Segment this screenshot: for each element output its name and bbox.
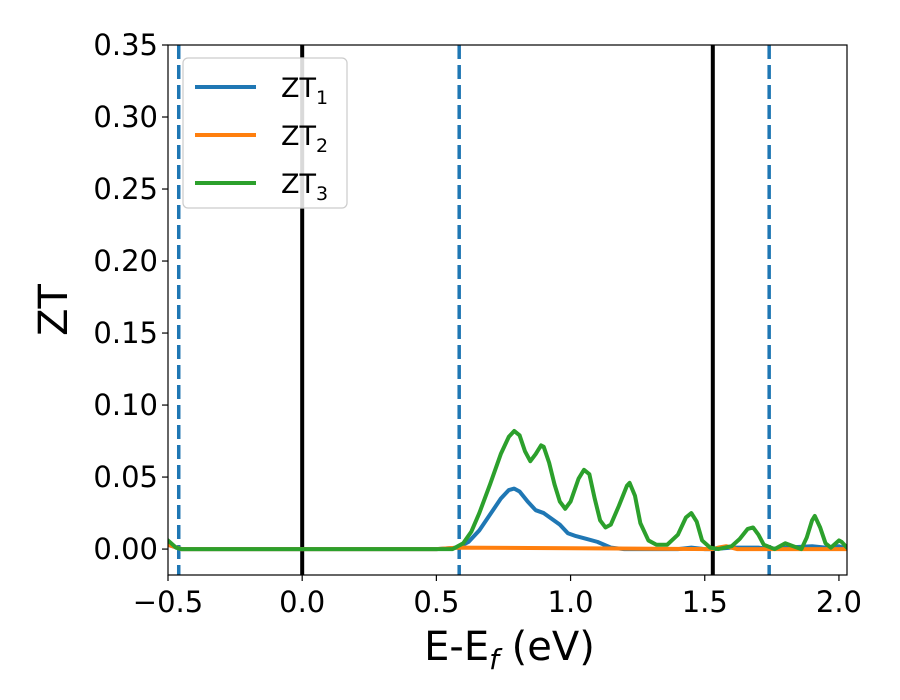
legend-entry-3: ZT3 [281, 169, 328, 205]
x-tick-label: 0.5 [413, 585, 459, 619]
plot-frame [167, 44, 848, 576]
x-tick-label: −0.5 [133, 585, 203, 619]
x-tick-label: 1.5 [682, 585, 728, 619]
y-axis-title: ZT [31, 284, 77, 336]
x-tick-label: 1.0 [548, 585, 594, 619]
legend-entry-1: ZT1 [281, 73, 328, 109]
legend: ZT1 ZT2 ZT3 [182, 57, 348, 209]
series-line-1 [168, 486, 847, 552]
x-tick-label: 2.0 [816, 585, 862, 619]
y-tick-label: 0.15 [93, 316, 158, 350]
x-axis-title: E-Ef (eV) [424, 624, 595, 676]
series-line-3 [168, 428, 847, 552]
y-tick-label: 0.00 [93, 532, 158, 566]
axes: −0.5 0.0 0.5 1.0 1.5 2.0 0.00 0.05 0.10 0.15 0.20 0… [93, 28, 862, 619]
legend-box [182, 57, 348, 209]
y-tick-label: 0.30 [93, 100, 158, 134]
y-tick-label: 0.35 [93, 28, 158, 62]
y-tick-label: 0.10 [93, 388, 158, 422]
y-tick-label: 0.05 [93, 460, 158, 494]
legend-entry-2: ZT2 [281, 121, 328, 157]
y-tick-label: 0.20 [93, 244, 158, 278]
y-tick-label: 0.25 [93, 172, 158, 206]
x-tick-label: 0.0 [279, 585, 325, 619]
axis-titles: E-Ef (eV) ZT [31, 284, 595, 676]
